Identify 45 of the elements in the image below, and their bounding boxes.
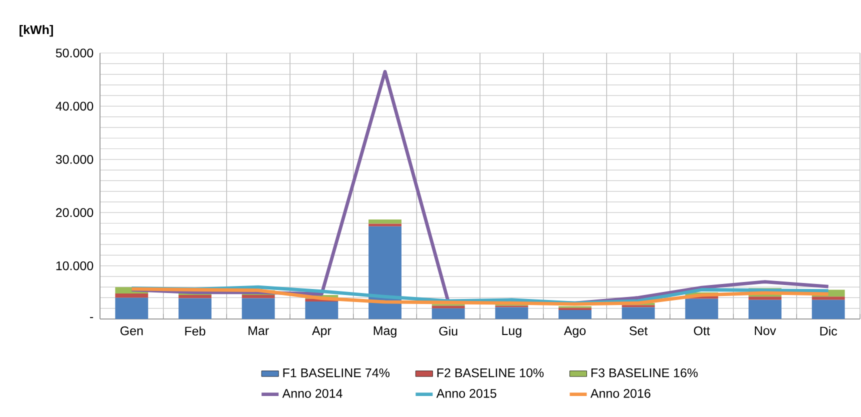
bar — [622, 307, 655, 319]
bar — [368, 226, 402, 319]
y-tick-label: 10.000 — [56, 261, 94, 270]
bar — [178, 298, 212, 319]
bar — [178, 295, 212, 298]
y-axis-title: [kWh] — [20, 24, 53, 37]
x-tick-label: Dic — [820, 326, 838, 336]
y-tick-label: 50.000 — [56, 48, 94, 58]
bar — [812, 300, 845, 319]
y-tick-label: 40.000 — [56, 102, 94, 111]
bar — [685, 298, 718, 319]
bar — [368, 220, 402, 224]
bar — [305, 301, 338, 319]
bar — [242, 295, 275, 298]
x-tick-label: Set — [630, 326, 648, 336]
x-tick-label: Gen — [120, 326, 143, 336]
y-tick-label: 30.000 — [56, 154, 94, 164]
y-tick-label: 20.000 — [56, 208, 94, 218]
legend-label: F3 BASELINE 16% — [591, 368, 698, 378]
bar — [432, 306, 465, 308]
bar — [368, 224, 402, 226]
bar — [115, 293, 148, 298]
bar — [242, 298, 275, 319]
x-tick-label: Lug — [502, 326, 522, 338]
bar — [748, 296, 782, 300]
x-tick-label: Nov — [754, 326, 776, 336]
legend-label: Anno 2015 — [436, 388, 496, 398]
x-tick-label: Giu — [439, 326, 458, 336]
x-tick-label: Ott — [694, 326, 710, 336]
bar — [432, 308, 465, 319]
x-tick-label: Ago — [564, 326, 586, 338]
x-tick-label: Mar — [248, 326, 269, 336]
legend-label: F2 BASELINE 10% — [437, 368, 544, 378]
x-tick-label: Feb — [185, 326, 206, 336]
x-tick-label: Mag — [374, 326, 396, 338]
y-tick-label: - — [90, 317, 94, 318]
bar — [812, 296, 845, 300]
bar — [495, 307, 528, 319]
bar — [115, 298, 148, 319]
legend-label: F1 BASELINE 74% — [283, 368, 390, 378]
bar — [748, 300, 782, 319]
legend-label: Anno 2016 — [590, 388, 650, 398]
legend-label: Anno 2014 — [282, 388, 342, 398]
x-tick-label: Apr — [312, 326, 332, 338]
bar — [558, 310, 592, 319]
